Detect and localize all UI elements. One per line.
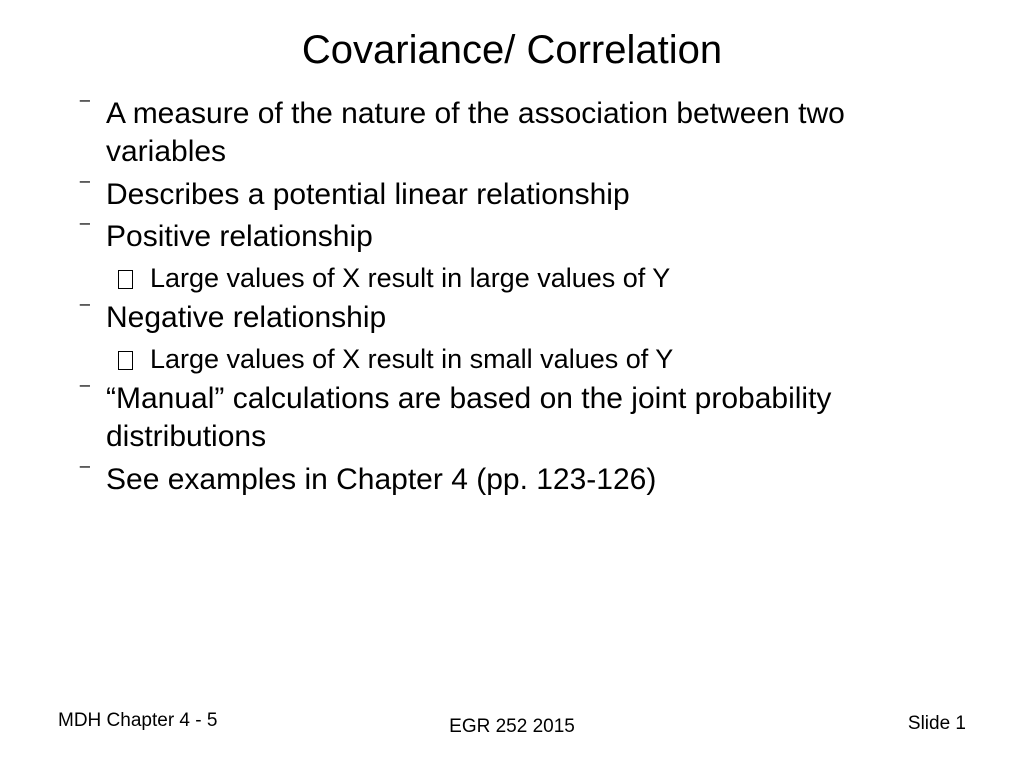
bullet-text: A measure of the nature of the associati… — [106, 97, 845, 168]
bullet-text: “Manual” calculations are based on the j… — [106, 382, 831, 453]
bullet-text: Negative relationship — [106, 301, 386, 334]
footer-right: Slide 1 — [908, 713, 966, 735]
bullet-text: Positive relationship — [106, 220, 373, 253]
slide: Covariance/ Correlation A measure of the… — [0, 0, 1024, 768]
bullet-item: See examples in Chapter 4 (pp. 123-126) — [78, 461, 964, 499]
bullet-item: Negative relationship — [78, 299, 964, 337]
footer-center: EGR 252 2015 — [0, 716, 1024, 738]
bullet-text: See examples in Chapter 4 (pp. 123-126) — [106, 463, 656, 496]
bullet-item: A measure of the nature of the associati… — [78, 95, 964, 172]
bullet-text: Describes a potential linear relationshi… — [106, 178, 630, 211]
sub-bullet-item: Large values of X result in small values… — [78, 342, 964, 377]
slide-title: Covariance/ Correlation — [60, 28, 964, 73]
slide-content: A measure of the nature of the associati… — [60, 95, 964, 499]
bullet-text: Large values of X result in large values… — [150, 263, 670, 293]
bullet-item: “Manual” calculations are based on the j… — [78, 380, 964, 457]
bullet-item: Describes a potential linear relationshi… — [78, 176, 964, 214]
bullet-item: Positive relationship — [78, 218, 964, 256]
sub-bullet-item: Large values of X result in large values… — [78, 261, 964, 296]
bullet-text: Large values of X result in small values… — [150, 344, 673, 374]
